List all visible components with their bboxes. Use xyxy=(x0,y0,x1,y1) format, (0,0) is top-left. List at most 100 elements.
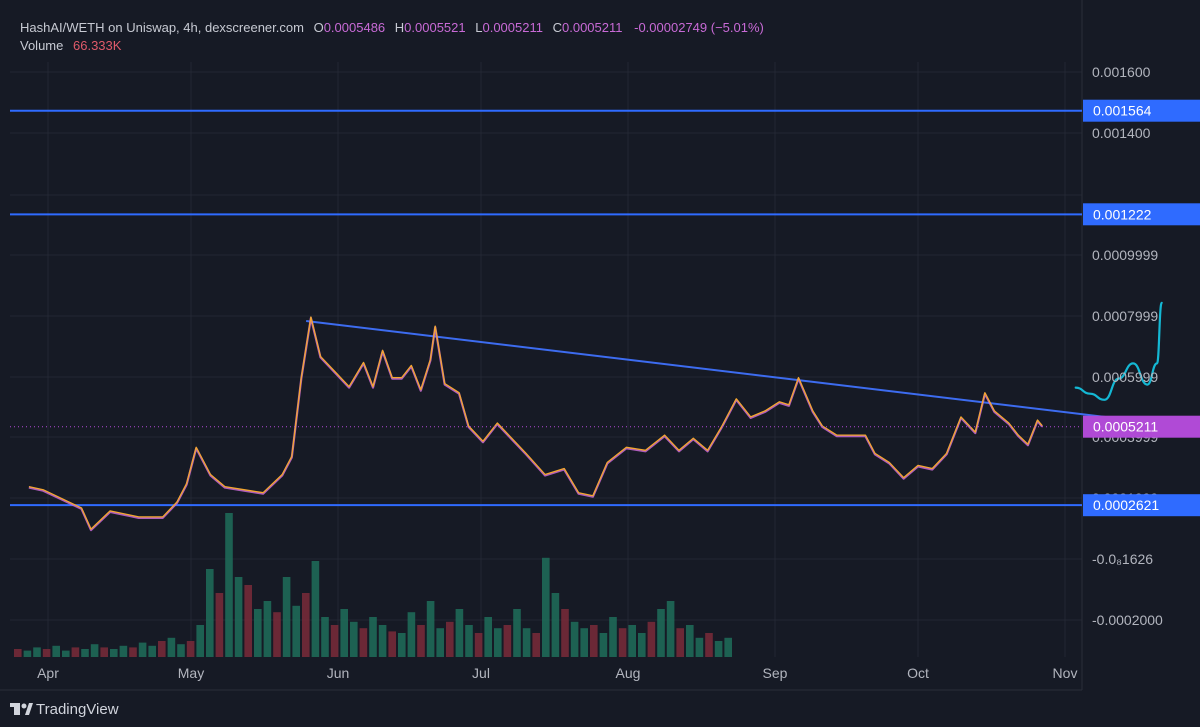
x-tick-label: Oct xyxy=(907,665,929,681)
open-label: O xyxy=(314,20,324,35)
volume-bar xyxy=(129,647,137,657)
volume-bar xyxy=(52,645,60,657)
level-badge: 0.001222 xyxy=(1093,206,1152,222)
volume-bar xyxy=(609,617,617,657)
x-tick-label: Jun xyxy=(327,665,350,681)
volume-bar xyxy=(177,644,185,657)
volume-bar xyxy=(618,628,627,657)
volume-bar xyxy=(638,633,646,657)
volume-bar xyxy=(590,625,598,657)
price-line-shadow xyxy=(28,316,1044,532)
change-value: -0.00002749 (−5.01%) xyxy=(634,20,764,35)
volume-bar xyxy=(138,642,147,657)
y-tick-label: 0.0005999 xyxy=(1092,369,1158,385)
trendline-group[interactable] xyxy=(306,319,1200,430)
close-label: C xyxy=(553,20,562,35)
projection-path[interactable] xyxy=(1074,301,1163,401)
volume-bar xyxy=(666,601,675,657)
volume-bar xyxy=(282,577,291,657)
volume-bar xyxy=(522,628,531,657)
price-badges: 0.001564 0.001222 0.0002621 0.0005211 xyxy=(1083,99,1200,517)
y-tick-label: 0.001600 xyxy=(1092,64,1151,80)
volume-bar xyxy=(705,633,713,657)
volume-bar xyxy=(81,649,89,657)
volume-value: 66.333K xyxy=(73,38,122,53)
trendline[interactable] xyxy=(306,319,1200,430)
y-tick-label: -0.0₈1626 xyxy=(1092,551,1153,567)
volume-bar xyxy=(676,628,684,657)
volume-bar xyxy=(474,633,483,657)
symbol-title: HashAI/WETH on Uniswap, 4h, dexscreener.… xyxy=(20,20,304,35)
volume-bar xyxy=(186,641,195,657)
volume-bar xyxy=(417,625,425,657)
volume-bar xyxy=(206,569,214,657)
volume-bar xyxy=(532,633,540,657)
volume-bar xyxy=(398,633,406,657)
price-series xyxy=(10,316,1082,532)
volume-bar xyxy=(110,649,118,657)
volume-bar xyxy=(542,557,550,657)
x-tick-label: Nov xyxy=(1053,665,1078,681)
volume-bar xyxy=(273,612,281,657)
time-axis[interactable]: Apr May Jun Jul Aug Sep Oct Nov xyxy=(37,665,1077,681)
volume-bar xyxy=(570,621,579,657)
tradingview-icon xyxy=(10,703,33,715)
grid-lines xyxy=(0,0,1083,691)
volume-bar xyxy=(369,617,377,657)
horizontal-levels[interactable] xyxy=(10,109,1082,507)
volume-bar xyxy=(42,649,51,657)
volume-bar xyxy=(90,644,99,657)
high-value: 0.0005521 xyxy=(404,20,465,35)
volume-bar xyxy=(580,628,588,657)
volume-bar xyxy=(33,647,41,657)
volume-bar xyxy=(407,612,416,657)
volume-bar xyxy=(340,609,348,657)
volume-bar xyxy=(551,593,560,657)
level-badge-bg xyxy=(1083,99,1200,122)
volume-bar xyxy=(465,625,473,657)
tradingview-name: TradingView xyxy=(36,701,119,718)
y-tick-label: -0.0002000 xyxy=(1092,612,1163,628)
volume-bar xyxy=(388,631,396,657)
volume-bar xyxy=(714,641,723,657)
volume-bar xyxy=(561,609,569,657)
volume-bar xyxy=(695,637,704,657)
volume-bar xyxy=(311,561,320,657)
volume-bar xyxy=(484,617,492,657)
level-badge-bg xyxy=(1083,203,1200,226)
volume-bar xyxy=(494,628,502,657)
volume-bar xyxy=(215,593,224,657)
level-badge: 0.001564 xyxy=(1093,103,1152,119)
volume-bar xyxy=(302,593,310,657)
y-tick-label: 0.001400 xyxy=(1092,125,1151,141)
close-value: 0.0005211 xyxy=(562,20,623,35)
level-badge: 0.0002621 xyxy=(1093,497,1159,513)
volume-bar xyxy=(359,628,368,657)
volume-bar xyxy=(148,645,156,657)
current-price-badge-bg xyxy=(1083,415,1200,438)
projection-group[interactable] xyxy=(1074,301,1163,401)
high-label: H xyxy=(395,20,404,35)
volume-bar xyxy=(23,650,32,657)
tradingview-logo[interactable]: TradingView xyxy=(10,701,119,718)
volume-bar xyxy=(503,625,512,657)
volume-bar xyxy=(254,609,262,657)
low-label: L xyxy=(475,20,482,35)
x-tick-label: Apr xyxy=(37,665,59,681)
y-tick-label: 0.0009999 xyxy=(1092,247,1158,263)
x-tick-label: Jul xyxy=(472,665,490,681)
volume-bar xyxy=(100,647,108,657)
volume-bar xyxy=(436,628,444,657)
volume-bar xyxy=(599,633,608,657)
low-value: 0.0005211 xyxy=(482,20,543,35)
volume-bar xyxy=(263,601,272,657)
volume-bar xyxy=(350,621,358,657)
volume-bar xyxy=(119,645,128,657)
volume-bar xyxy=(628,625,636,657)
svg-text:Volume 66.333K: Volume 66.333K xyxy=(20,38,122,53)
level-badge-bg xyxy=(1083,494,1200,517)
volume-bar xyxy=(158,641,166,657)
volume-bar xyxy=(513,609,521,657)
